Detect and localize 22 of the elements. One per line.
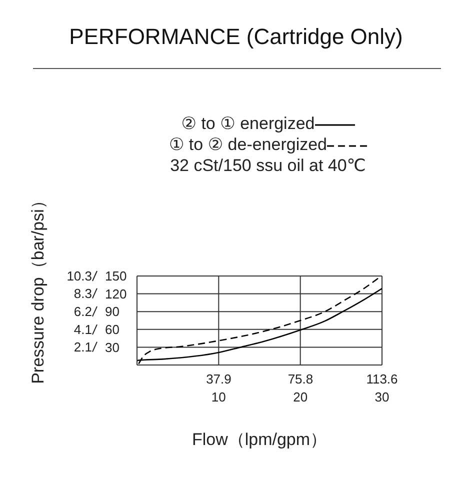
x-tick-label: 30 — [374, 389, 390, 404]
y-axis-title: Pressure drop（bar/psi） — [28, 192, 48, 384]
x-tick-label: 20 — [293, 389, 308, 404]
x-tick-label: 10 — [211, 389, 226, 404]
y2-tick-label: 120 — [105, 286, 127, 302]
text: 32 cSt/150 ssu oil at 40℃ — [169, 155, 367, 176]
y2-tick-label: 90 — [105, 304, 120, 320]
x2-tick-label: 37.9 — [206, 371, 232, 386]
legend-label: ② to ① energized — [180, 113, 316, 134]
x2-tick-label: 75.8 — [288, 371, 314, 386]
y2-tick-label: 30 — [105, 340, 120, 355]
y-tick-label: 8.3 — [74, 286, 92, 301]
legend-label: ① to ② de-energized — [168, 134, 328, 155]
y-tick-label: 4.1 — [74, 322, 92, 338]
x2-tick-label: 113.6 — [366, 371, 398, 386]
y2-tick-label: 60 — [105, 322, 120, 337]
x-axis-title: Flow（lpm/gpm） — [190, 429, 328, 451]
y-tick-label: 2.1 — [74, 339, 92, 354]
y-tick-label: 10.3 — [66, 268, 92, 284]
chart-title: PERFORMANCE (Cartridge Only) — [68, 24, 404, 50]
y-tick-label: 6.2 — [74, 304, 92, 319]
y2-tick-label: 150 — [105, 268, 127, 284]
